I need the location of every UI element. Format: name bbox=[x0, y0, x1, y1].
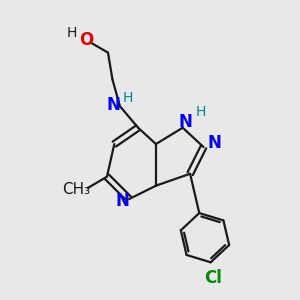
Text: N: N bbox=[178, 113, 192, 131]
Text: Cl: Cl bbox=[205, 269, 223, 287]
Text: N: N bbox=[116, 191, 130, 209]
Text: H: H bbox=[67, 26, 77, 40]
Text: H: H bbox=[196, 105, 206, 119]
Text: N: N bbox=[208, 134, 222, 152]
Text: CH₃: CH₃ bbox=[62, 182, 91, 197]
Text: H: H bbox=[123, 91, 134, 105]
Text: N: N bbox=[106, 96, 120, 114]
Text: O: O bbox=[80, 31, 94, 49]
